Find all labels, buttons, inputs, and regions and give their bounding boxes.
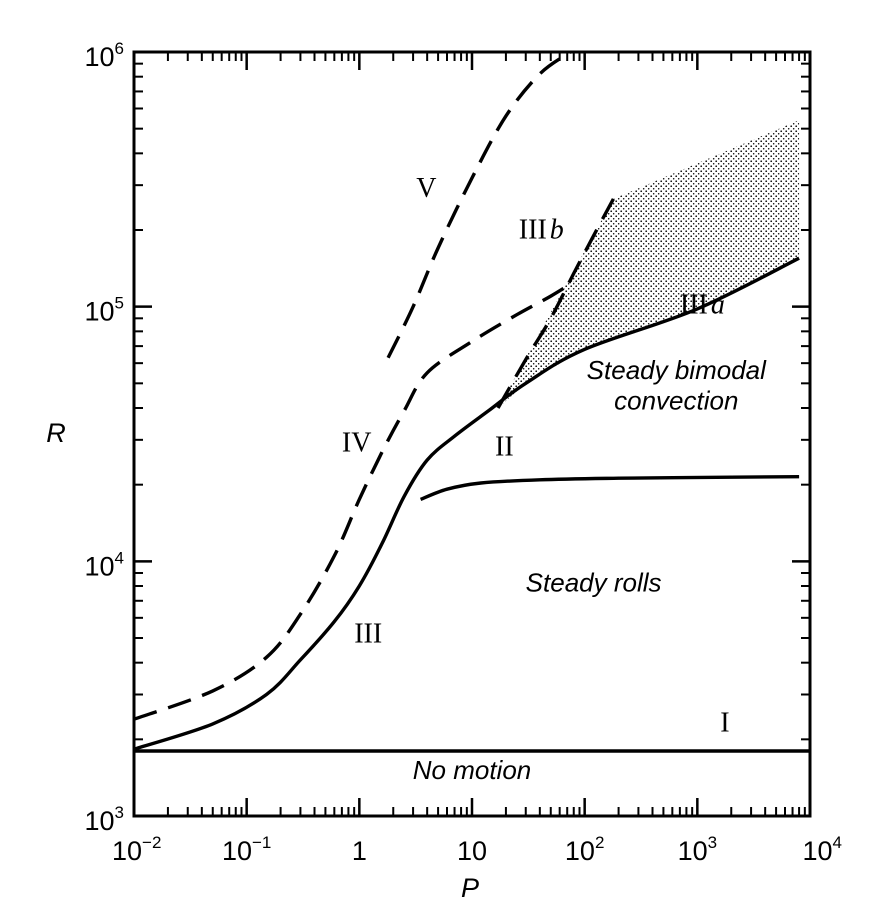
x-tick-label: 102	[565, 833, 605, 866]
tick-layer	[132, 50, 812, 818]
shaded-region-bimodal	[498, 120, 800, 408]
x-tick-label: 10−2	[112, 833, 161, 866]
shaded-region-layer	[498, 120, 800, 408]
annotation-label: convection	[614, 385, 738, 415]
x-tick-label: 10	[457, 836, 487, 866]
annotation-label: IV	[342, 428, 372, 459]
y-tick-label: 104	[84, 548, 124, 581]
x-tick-label: 104	[802, 833, 842, 866]
curve-v	[386, 50, 572, 359]
y-axis-title: R	[46, 418, 66, 448]
annotation-label: III b	[519, 215, 564, 246]
annotation-label: I	[720, 707, 729, 738]
annotation-label: III a	[680, 290, 725, 321]
x-tick-label: 1	[352, 836, 367, 866]
curve-ii	[419, 475, 800, 501]
annotation-label: II	[495, 432, 514, 463]
x-axis-title: P	[461, 873, 479, 903]
annotation-label: Steady rolls	[526, 568, 662, 598]
y-tick-label: 103	[84, 803, 124, 836]
x-tick-label: 103	[678, 833, 718, 866]
curve-iiib	[496, 198, 615, 409]
curve-layer	[133, 50, 810, 753]
curve-iii	[133, 256, 800, 751]
y-tick-label: 105	[84, 294, 124, 327]
curve-iv	[133, 280, 575, 721]
annotation-label: Steady bimodal	[587, 355, 767, 385]
y-tick-label: 106	[84, 39, 124, 72]
annotation-label: No motion	[413, 755, 532, 785]
annotation-label: III	[354, 619, 382, 650]
x-tick-label: 10−1	[222, 833, 271, 866]
annotation-label: V	[416, 173, 436, 204]
